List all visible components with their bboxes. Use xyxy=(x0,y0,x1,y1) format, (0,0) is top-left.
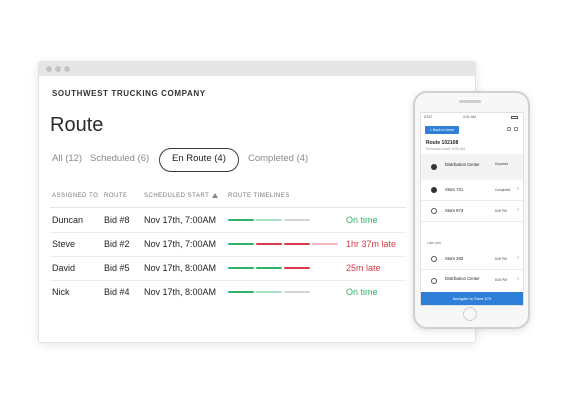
status-text: 25m late xyxy=(346,263,381,273)
timeline-segment xyxy=(284,219,310,221)
route-number: Route 102108 xyxy=(426,140,459,146)
stop-item[interactable]: Store 673 8:00 PM › xyxy=(421,201,523,222)
stop-item[interactable]: Store 721 Completed › xyxy=(421,180,523,201)
stop-done-icon xyxy=(431,164,437,170)
navigate-button[interactable]: Navigate to Store 673 xyxy=(421,292,523,305)
tab-scheduled[interactable]: Scheduled (6) xyxy=(90,153,150,164)
scheduled-start: Nov 17th, 7:00AM xyxy=(144,239,217,249)
stop-status: Completed xyxy=(495,188,511,192)
table-row[interactable]: Nick Bid #4 Nov 17th, 8:00AM On time xyxy=(50,280,406,304)
map-icon[interactable] xyxy=(507,127,511,131)
sort-arrow-icon[interactable] xyxy=(212,193,219,198)
stop-status: 8:00 PM xyxy=(495,278,507,282)
table-row[interactable]: Duncan Bid #8 Nov 17th, 7:00AM On time xyxy=(50,208,406,233)
tab-all[interactable]: All (12) xyxy=(52,153,83,164)
timeline-segment xyxy=(256,243,282,245)
header-scheduled-start[interactable]: SCHEDULED START xyxy=(144,193,219,199)
stop-item[interactable]: Distribution Center 8:00 PM › xyxy=(421,270,523,292)
carrier-label: AT&T xyxy=(424,115,433,119)
header-scheduled-start-label: SCHEDULED START xyxy=(144,193,210,199)
battery-icon xyxy=(511,116,518,119)
driver-name: Duncan xyxy=(52,215,84,225)
tab-completed[interactable]: Completed (4) xyxy=(248,153,309,164)
company-name: SOUTHWEST TRUCKING COMPANY xyxy=(52,89,206,98)
desktop-window: SOUTHWEST TRUCKING COMPANY Route All (12… xyxy=(38,61,476,343)
stop-open-icon xyxy=(431,278,437,284)
stop-status: 8:00 PM xyxy=(495,209,507,213)
stop-name: Store 673 xyxy=(445,208,464,213)
window-maximize-dot[interactable] xyxy=(64,66,70,72)
back-to-home-button[interactable]: < Back to home xyxy=(425,126,459,134)
window-close-dot[interactable] xyxy=(46,66,52,72)
title-bar xyxy=(39,62,475,76)
timeline-segment xyxy=(228,267,254,269)
clock-label: 9:41 AM xyxy=(463,115,476,119)
stop-open-icon xyxy=(431,208,437,214)
chevron-right-icon[interactable]: › xyxy=(517,276,519,282)
timeline-segment xyxy=(312,243,338,245)
route-bid: Bid #8 xyxy=(104,215,130,225)
route-bid: Bid #4 xyxy=(104,287,130,297)
timeline-segment xyxy=(256,219,282,221)
stop-name: Distribution Center xyxy=(445,162,480,167)
chevron-right-icon[interactable]: › xyxy=(517,255,519,261)
scheduled-start: Nov 17th, 7:00AM xyxy=(144,215,217,225)
stop-open-icon xyxy=(431,256,437,262)
tab-en-route[interactable]: En Route (4) xyxy=(159,148,239,172)
home-button[interactable] xyxy=(463,307,477,321)
timeline-segment xyxy=(284,243,310,245)
driver-name: Nick xyxy=(52,287,70,297)
driver-name: David xyxy=(52,263,76,273)
stop-name: Distribution Center xyxy=(445,276,480,281)
phone-screen: AT&T 9:41 AM < Back to home Route 102108… xyxy=(420,112,524,306)
menu-icon[interactable] xyxy=(514,127,518,131)
timeline-segment xyxy=(284,291,310,293)
driver-name: Steve xyxy=(52,239,76,249)
stop-name: Store 283 xyxy=(445,256,464,261)
table-row[interactable]: Steve Bid #2 Nov 17th, 7:00AM 1hr 37m la… xyxy=(50,232,406,257)
stop-item[interactable]: Distribution Center Departed xyxy=(421,154,523,181)
phone-device: AT&T 9:41 AM < Back to home Route 102108… xyxy=(413,91,530,329)
status-text: On time xyxy=(346,287,378,297)
route-bid: Bid #5 xyxy=(104,263,130,273)
scheduled-start: Nov 17th, 8:00AM xyxy=(144,287,217,297)
phone-speaker xyxy=(459,100,481,103)
page-title: Route xyxy=(50,114,104,136)
header-assigned-to[interactable]: ASSIGNED TO xyxy=(52,193,99,199)
route-scheduled-start: Scheduled start: 6:00 AM xyxy=(426,147,466,151)
later-jobs-label: Later jobs xyxy=(427,241,441,245)
timeline-segment xyxy=(228,243,254,245)
stop-item[interactable]: Store 283 8:00 PM › xyxy=(421,249,523,270)
header-route-timelines[interactable]: ROUTE TIMELINES xyxy=(228,193,290,199)
timeline-segment xyxy=(228,219,254,221)
stop-status: Departed xyxy=(495,162,509,166)
header-divider xyxy=(50,207,406,208)
stop-name: Store 721 xyxy=(445,187,464,192)
header-route[interactable]: ROUTE xyxy=(104,193,128,199)
scheduled-start: Nov 17th, 8:00AM xyxy=(144,263,217,273)
timeline-segment xyxy=(256,291,282,293)
table-row[interactable]: David Bid #5 Nov 17th, 8:00AM 25m late xyxy=(50,256,406,281)
status-text: 1hr 37m late xyxy=(346,239,397,249)
status-text: On time xyxy=(346,215,378,225)
timeline-segment xyxy=(228,291,254,293)
chevron-right-icon[interactable]: › xyxy=(517,186,519,192)
route-bid: Bid #2 xyxy=(104,239,130,249)
timeline-segment xyxy=(256,267,282,269)
stop-status: 8:00 PM xyxy=(495,257,507,261)
stop-done-icon xyxy=(431,187,437,193)
chevron-right-icon[interactable]: › xyxy=(517,207,519,213)
timeline-segment xyxy=(284,267,310,269)
window-minimize-dot[interactable] xyxy=(55,66,61,72)
